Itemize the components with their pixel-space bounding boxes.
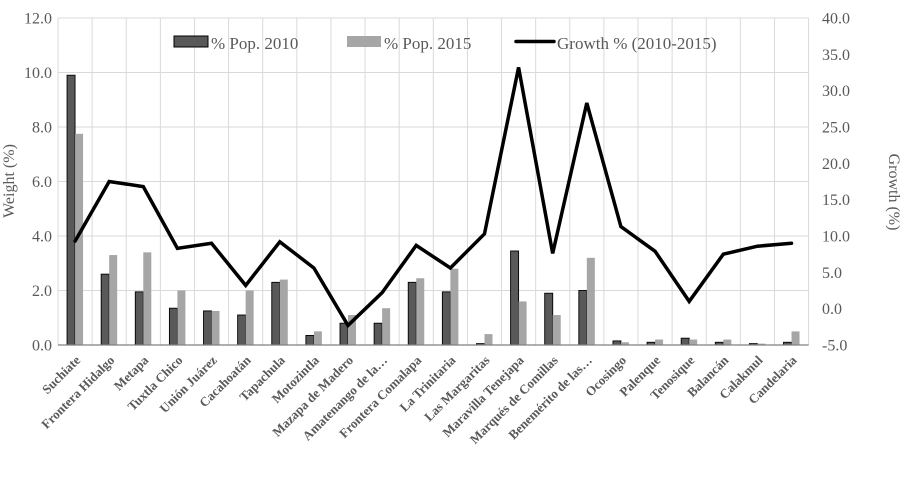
bar-pop2010-5 <box>237 314 247 346</box>
bar-pop2010-0 <box>66 74 76 346</box>
right-axis-tick-label: 30.0 <box>822 83 850 100</box>
bar-pop2010-15 <box>578 290 588 346</box>
left-axis-tick-label: 2.0 <box>32 283 52 300</box>
left-axis-tick-label: 10.0 <box>24 65 52 82</box>
bar-pop2015-7 <box>313 331 322 345</box>
bar-pop2015-9 <box>382 308 391 345</box>
bar-pop2010-10 <box>407 281 417 346</box>
bar-pop2015-4 <box>211 310 220 345</box>
bar-pop2015-20 <box>757 343 766 345</box>
left-axis-tick-label: 4.0 <box>32 229 52 246</box>
left-axis-tick-label: 12.0 <box>24 11 52 28</box>
bar-pop2010-4 <box>203 310 212 346</box>
right-axis-title: Growth (%) <box>885 154 902 231</box>
bar-pop2010-6 <box>271 281 281 346</box>
bar-pop2015-0 <box>75 133 84 345</box>
bar-pop2015-1 <box>109 255 118 345</box>
bar-pop2010-1 <box>100 273 110 346</box>
bar-pop2015-13 <box>518 301 527 345</box>
legend: % Pop. 2010 % Pop. 2015 Growth % (2010-201… <box>173 34 717 53</box>
bar-pop2010-2 <box>134 291 144 346</box>
bar-pop2010-7 <box>305 335 315 346</box>
bar-pop2010-13 <box>510 250 520 346</box>
right-axis-tick-label: 10.0 <box>822 229 850 246</box>
bar-pop2015-17 <box>655 339 664 345</box>
legend-swatch-pop2015 <box>347 36 381 47</box>
legend-label-pop2015: % Pop. 2015 <box>384 34 471 53</box>
bar-pop2015-18 <box>689 339 698 345</box>
left-axis-tick-label: 6.0 <box>32 174 52 191</box>
left-axis-tick-label: 8.0 <box>32 120 52 137</box>
bar-pop2015-12 <box>484 334 493 345</box>
bar-pop2015-3 <box>177 290 186 345</box>
bar-pop2015-8 <box>348 315 357 345</box>
legend-label-growth: Growth % (2010-2015) <box>557 34 717 53</box>
right-axis-tick-label: 35.0 <box>822 47 850 64</box>
bar-pop2015-16 <box>620 342 629 345</box>
bar-pop2015-10 <box>416 278 425 345</box>
bar-pop2010-11 <box>441 291 451 346</box>
bar-pop2015-19 <box>723 339 732 345</box>
right-axis-tick-label: 20.0 <box>822 156 850 173</box>
right-axis-tick-label: -5.0 <box>822 338 847 355</box>
legend-swatch-pop2010 <box>173 35 209 48</box>
bar-pop2010-9 <box>373 322 383 346</box>
right-axis-tick-label: 5.0 <box>822 265 842 282</box>
bar-pop2015-14 <box>552 315 561 345</box>
right-axis-tick-label: 0.0 <box>822 301 842 318</box>
left-axis-title: Weight (%) <box>1 144 18 218</box>
right-axis-tick-label: 15.0 <box>822 192 850 209</box>
bar-pop2010-14 <box>544 292 554 346</box>
bar-pop2015-2 <box>143 252 152 345</box>
right-axis-tick-label: 25.0 <box>822 120 850 137</box>
bar-pop2015-6 <box>279 279 288 345</box>
legend-label-pop2010: % Pop. 2010 <box>211 34 298 53</box>
left-axis-tick-label: 0.0 <box>32 338 52 355</box>
bar-pop2010-3 <box>168 307 178 346</box>
growth-line <box>73 67 794 329</box>
bar-pop2015-21 <box>791 331 800 345</box>
bar-pop2015-15 <box>586 257 595 345</box>
right-axis-tick-label: 40.0 <box>822 11 850 28</box>
bar-pop2015-11 <box>450 268 459 345</box>
bar-pop2010-18 <box>680 337 690 346</box>
bar-pop2015-5 <box>245 290 254 345</box>
